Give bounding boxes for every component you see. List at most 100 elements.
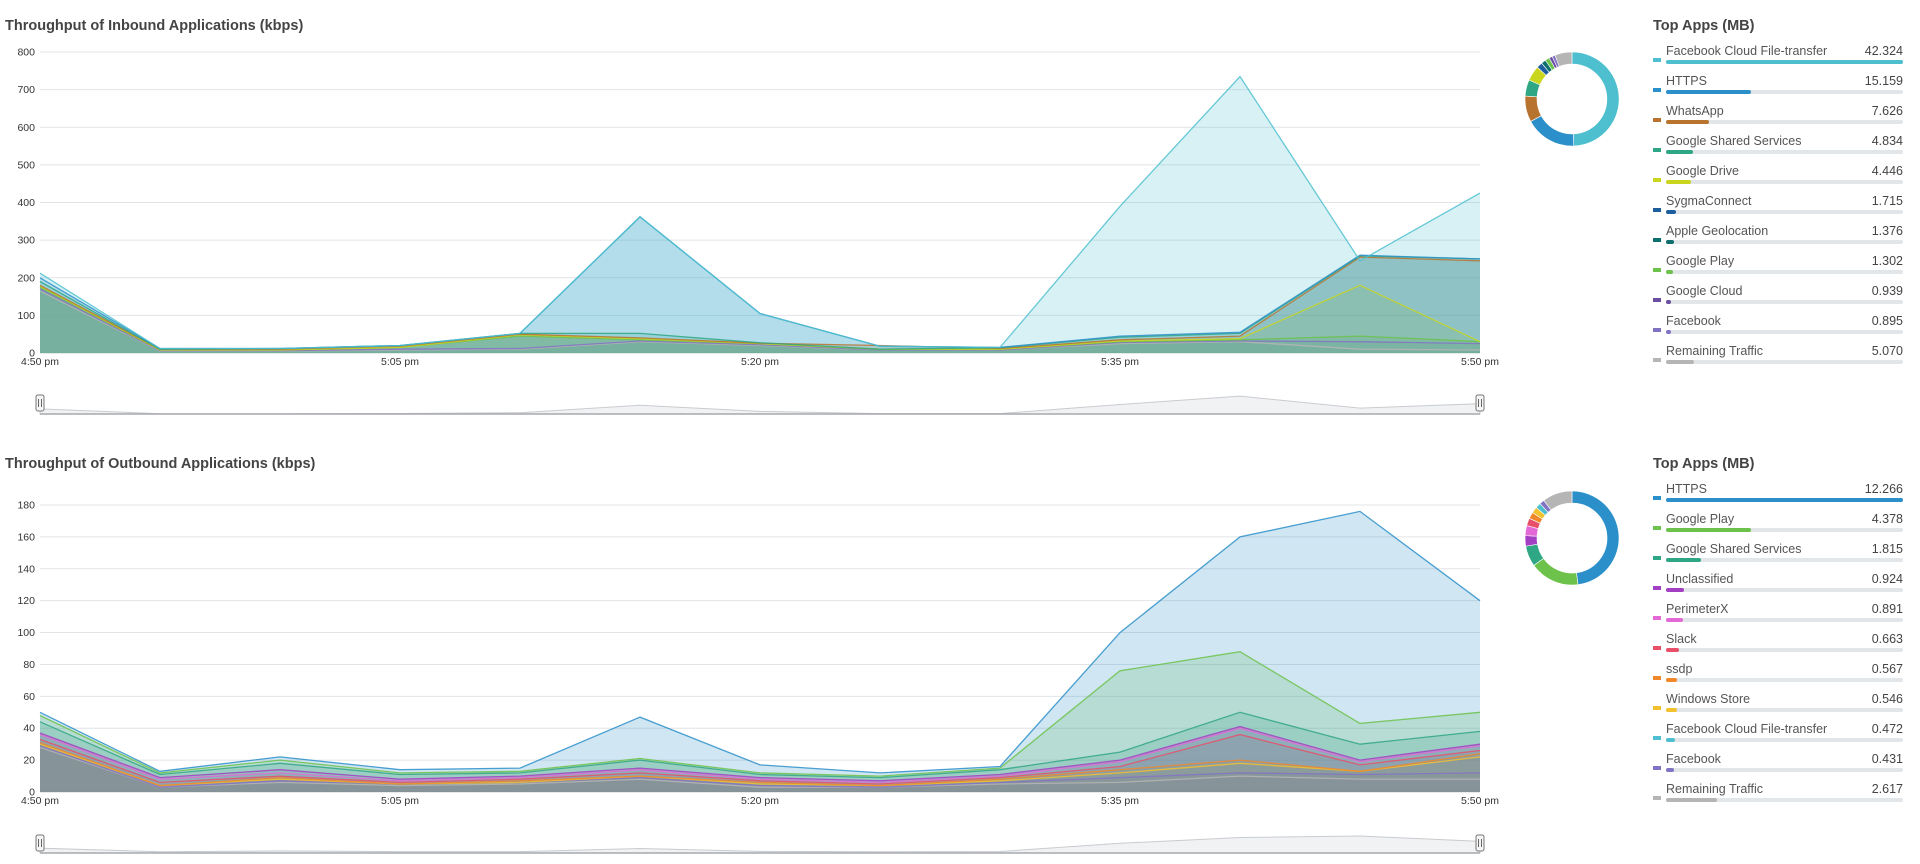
legend-app-name: Remaining Traffic bbox=[1666, 782, 1764, 796]
legend-app-name: Apple Geolocation bbox=[1666, 224, 1769, 238]
donut-slice[interactable] bbox=[1571, 490, 1620, 585]
legend-bar-track bbox=[1666, 708, 1903, 712]
legend-item[interactable]: Facebook Cloud File-transfer 42.324 bbox=[1653, 42, 1903, 72]
series-area bbox=[40, 289, 1480, 353]
x-tick-label: 5:05 pm bbox=[381, 356, 419, 368]
legend-swatch bbox=[1653, 58, 1661, 62]
donut-slice[interactable] bbox=[1524, 535, 1538, 547]
series-line bbox=[39, 711, 1481, 779]
legend-app-name: Windows Store bbox=[1666, 692, 1751, 706]
series-area bbox=[40, 744, 1480, 792]
donut-slice[interactable] bbox=[1554, 51, 1573, 67]
legend-app-name: Facebook Cloud File-transfer bbox=[1666, 44, 1828, 58]
legend-swatch bbox=[1653, 298, 1661, 302]
inbound-area-chart: 0 100 200 300 400 500 600 700 800 4:50 pm 5:05 pm 5… bbox=[17, 47, 1499, 415]
legend-item[interactable]: Google Play 4.378 bbox=[1653, 510, 1903, 540]
legend-item[interactable]: Unclassified 0.924 bbox=[1653, 570, 1903, 600]
x-tick-label: 4:50 pm bbox=[21, 356, 59, 368]
legend-bar-fill bbox=[1666, 558, 1702, 562]
series-line bbox=[39, 725, 1481, 782]
series-area bbox=[40, 76, 1480, 353]
legend-bar-fill bbox=[1666, 528, 1751, 532]
legend-item[interactable]: Google Shared Services 4.834 bbox=[1653, 132, 1903, 162]
legend-bar-fill bbox=[1666, 498, 1903, 502]
legend-item[interactable]: SygmaConnect 1.715 bbox=[1653, 192, 1903, 222]
legend-bar-fill bbox=[1666, 120, 1709, 124]
legend-bar-fill bbox=[1666, 768, 1675, 772]
legend-app-name: Facebook Cloud File-transfer bbox=[1666, 722, 1828, 736]
legend-item[interactable]: WhatsApp 7.626 bbox=[1653, 102, 1903, 132]
legend-bar-fill bbox=[1666, 708, 1677, 712]
series-area bbox=[40, 747, 1480, 792]
legend-app-value: 0.663 bbox=[1871, 632, 1903, 646]
y-tick-label: 0 bbox=[29, 348, 35, 360]
legend-app-name: PerimeterX bbox=[1666, 602, 1729, 616]
legend-bar-fill bbox=[1666, 330, 1671, 334]
legend-bar-track bbox=[1666, 150, 1903, 154]
y-tick-label: 140 bbox=[17, 563, 35, 575]
series-area bbox=[40, 651, 1480, 792]
legend-item[interactable]: Facebook Cloud File-transfer 0.472 bbox=[1653, 720, 1903, 750]
legend-bar-track bbox=[1666, 120, 1903, 124]
navigator-left-handle[interactable] bbox=[35, 834, 45, 852]
legend-item[interactable]: ssdp 0.567 bbox=[1653, 660, 1903, 690]
legend-item[interactable]: Remaining Traffic 5.070 bbox=[1653, 342, 1903, 372]
legend-item[interactable]: Apple Geolocation 1.376 bbox=[1653, 222, 1903, 252]
series-area bbox=[40, 257, 1480, 353]
inbound-panel: Throughput of Inbound Applications (kbps… bbox=[0, 0, 1920, 430]
legend-item[interactable]: HTTPS 12.266 bbox=[1653, 480, 1903, 510]
legend-item[interactable]: Slack 0.663 bbox=[1653, 630, 1903, 660]
legend-item[interactable]: Windows Store 0.546 bbox=[1653, 690, 1903, 720]
legend-item[interactable]: Google Play 1.302 bbox=[1653, 252, 1903, 282]
y-tick-label: 60 bbox=[23, 691, 35, 703]
legend-app-name: Google Play bbox=[1666, 254, 1735, 268]
legend-app-name: Google Play bbox=[1666, 512, 1735, 526]
navigator-right-handle[interactable] bbox=[1475, 834, 1485, 852]
y-tick-label: 20 bbox=[23, 755, 35, 767]
series-area bbox=[40, 728, 1480, 792]
inbound-top-apps-legend: Top Apps (MB) Facebook Cloud File-transf… bbox=[1653, 18, 1903, 372]
legend-app-value: 0.939 bbox=[1871, 284, 1903, 298]
legend-bar-track bbox=[1666, 588, 1903, 592]
donut-slice[interactable] bbox=[1543, 490, 1573, 511]
navigator-right-handle[interactable] bbox=[1475, 394, 1485, 412]
legend-app-value: 15.159 bbox=[1864, 74, 1903, 88]
legend-item[interactable]: Google Cloud 0.939 bbox=[1653, 282, 1903, 312]
legend-title: Top Apps (MB) bbox=[1653, 456, 1755, 472]
navigator-left-handle[interactable] bbox=[35, 394, 45, 412]
series-area bbox=[40, 742, 1480, 792]
legend-swatch bbox=[1653, 586, 1661, 590]
legend-app-name: HTTPS bbox=[1666, 482, 1707, 496]
legend-item[interactable]: Google Drive 4.446 bbox=[1653, 162, 1903, 192]
legend-item[interactable]: Google Shared Services 1.815 bbox=[1653, 540, 1903, 570]
legend-item[interactable]: Facebook 0.895 bbox=[1653, 312, 1903, 342]
legend-item[interactable]: Facebook 0.431 bbox=[1653, 750, 1903, 780]
legend-app-name: WhatsApp bbox=[1666, 104, 1724, 118]
legend-bar-track bbox=[1666, 90, 1903, 94]
legend-item[interactable]: PerimeterX 0.891 bbox=[1653, 600, 1903, 630]
legend-swatch bbox=[1653, 88, 1661, 92]
legend-swatch bbox=[1653, 118, 1661, 122]
legend-swatch bbox=[1653, 616, 1661, 620]
legend-bar-fill bbox=[1666, 738, 1676, 742]
legend-app-value: 4.834 bbox=[1871, 134, 1903, 148]
legend-app-value: 0.546 bbox=[1871, 692, 1903, 706]
legend-swatch bbox=[1653, 706, 1661, 710]
legend-item[interactable]: HTTPS 15.159 bbox=[1653, 72, 1903, 102]
legend-swatch bbox=[1653, 676, 1661, 680]
x-tick-label: 5:20 pm bbox=[741, 795, 779, 807]
outbound-donut-chart bbox=[1524, 490, 1620, 586]
legend-app-name: Google Shared Services bbox=[1666, 542, 1802, 556]
legend-bar-track bbox=[1666, 180, 1903, 184]
legend-bar-fill bbox=[1666, 648, 1679, 652]
y-tick-label: 80 bbox=[23, 659, 35, 671]
y-tick-label: 600 bbox=[17, 122, 35, 134]
legend-app-name: ssdp bbox=[1666, 662, 1693, 676]
legend-bar-fill bbox=[1666, 60, 1903, 64]
donut-slice[interactable] bbox=[1533, 557, 1579, 586]
legend-item[interactable]: Remaining Traffic 2.617 bbox=[1653, 780, 1903, 810]
legend-swatch bbox=[1653, 646, 1661, 650]
legend-swatch bbox=[1653, 148, 1661, 152]
legend-swatch bbox=[1653, 796, 1661, 800]
x-tick-label: 5:05 pm bbox=[381, 795, 419, 807]
